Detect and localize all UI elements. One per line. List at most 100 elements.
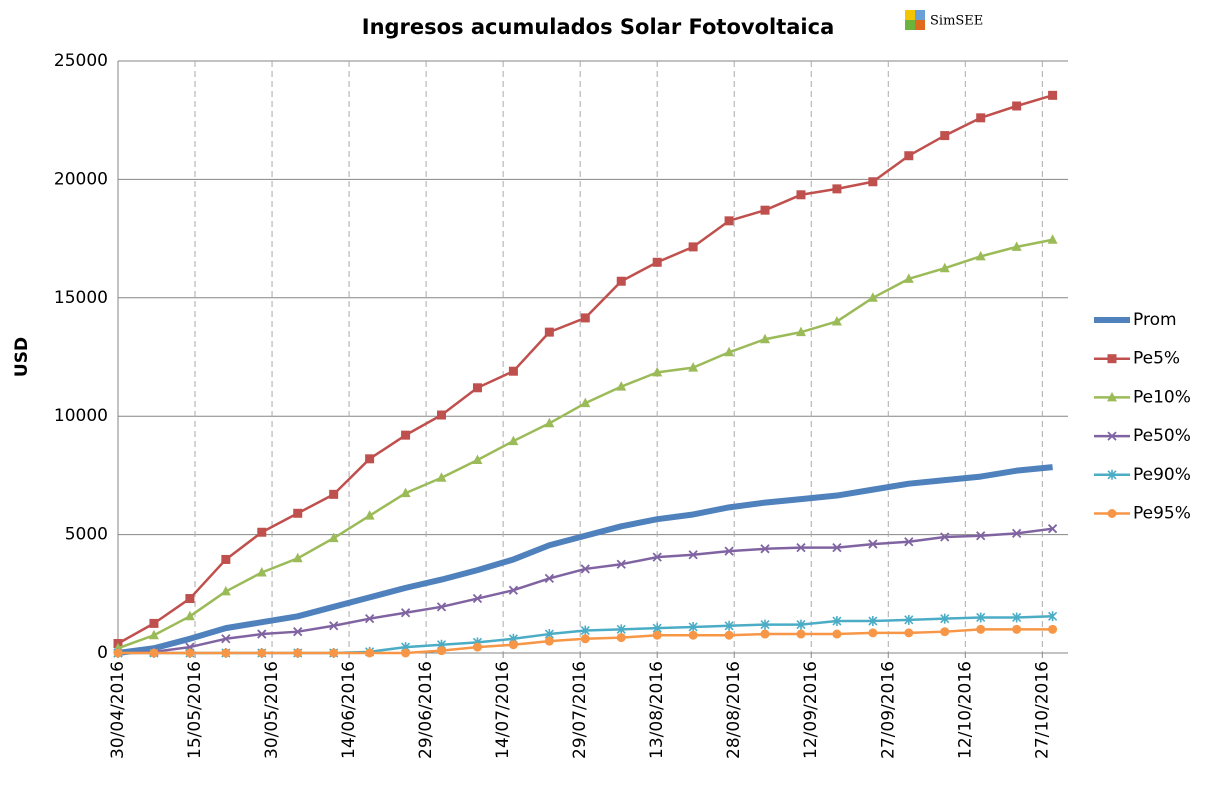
marker bbox=[868, 616, 878, 627]
marker bbox=[1048, 90, 1058, 100]
marker bbox=[544, 636, 554, 646]
marker bbox=[329, 648, 339, 658]
marker bbox=[724, 546, 734, 556]
legend-label: Pe95% bbox=[1133, 504, 1191, 524]
marker bbox=[652, 257, 662, 267]
marker bbox=[940, 627, 950, 637]
marker bbox=[760, 629, 770, 639]
y-tick-label: 0 bbox=[97, 643, 108, 663]
logo-icon bbox=[905, 10, 925, 30]
x-tick-label: 15/05/2016 bbox=[185, 661, 205, 759]
marker bbox=[688, 621, 698, 632]
marker bbox=[975, 250, 986, 261]
marker bbox=[832, 616, 842, 627]
marker bbox=[652, 366, 663, 377]
marker bbox=[580, 397, 591, 408]
y-tick-label: 15000 bbox=[54, 288, 108, 308]
x-tick-label: 29/06/2016 bbox=[416, 661, 436, 759]
marker bbox=[257, 527, 267, 537]
legend-label: Pe10% bbox=[1133, 387, 1191, 407]
marker bbox=[221, 634, 231, 644]
marker bbox=[832, 542, 842, 553]
y-tick-label: 25000 bbox=[54, 51, 108, 71]
marker bbox=[437, 646, 447, 656]
marker bbox=[149, 648, 159, 658]
marker bbox=[472, 642, 482, 652]
marker bbox=[940, 131, 950, 141]
marker bbox=[868, 628, 878, 638]
marker bbox=[508, 640, 518, 650]
marker bbox=[1011, 241, 1022, 251]
x-tick-label: 27/09/2016 bbox=[878, 661, 898, 759]
marker bbox=[724, 216, 734, 226]
marker bbox=[185, 648, 195, 658]
marker bbox=[508, 366, 518, 376]
marker bbox=[868, 177, 878, 187]
marker bbox=[1107, 509, 1117, 518]
x-tick-label: 30/04/2016 bbox=[108, 661, 128, 759]
series-line bbox=[117, 94, 1053, 645]
marker bbox=[580, 625, 590, 636]
legend-label: Pe90% bbox=[1133, 465, 1191, 485]
marker bbox=[616, 624, 626, 635]
marker bbox=[940, 532, 950, 542]
marker bbox=[329, 489, 339, 499]
marker bbox=[544, 327, 554, 337]
marker bbox=[472, 383, 482, 393]
x-tick-label: 30/05/2016 bbox=[262, 661, 282, 759]
legend-label: Prom bbox=[1133, 310, 1177, 330]
marker bbox=[257, 648, 267, 658]
marker bbox=[904, 537, 914, 547]
marker bbox=[760, 544, 770, 554]
legend-label: Pe5% bbox=[1133, 349, 1180, 369]
marker bbox=[365, 648, 375, 658]
marker bbox=[293, 627, 303, 637]
marker bbox=[904, 628, 914, 638]
marker bbox=[724, 620, 734, 631]
marker bbox=[867, 292, 878, 302]
marker bbox=[688, 630, 698, 640]
chart-title: Ingresos acumulados Solar Fotovoltaica bbox=[362, 15, 835, 39]
marker bbox=[688, 242, 698, 252]
marker bbox=[436, 472, 447, 482]
x-tick-label: 14/06/2016 bbox=[339, 661, 359, 759]
marker bbox=[1047, 234, 1058, 244]
y-tick-label: 10000 bbox=[54, 406, 108, 426]
marker bbox=[401, 430, 411, 440]
marker bbox=[1012, 101, 1022, 111]
marker bbox=[796, 542, 806, 553]
marker bbox=[940, 613, 950, 624]
marker bbox=[221, 648, 231, 658]
series-line bbox=[117, 238, 1053, 650]
marker bbox=[1107, 354, 1117, 364]
y-tick-label: 20000 bbox=[54, 169, 108, 189]
marker bbox=[580, 634, 590, 644]
marker bbox=[293, 648, 303, 658]
marker bbox=[293, 508, 303, 518]
marker bbox=[795, 326, 806, 337]
marker bbox=[257, 629, 267, 639]
marker bbox=[652, 630, 662, 640]
marker bbox=[976, 624, 986, 634]
marker bbox=[401, 648, 411, 658]
marker bbox=[580, 564, 590, 574]
marker bbox=[185, 594, 195, 604]
marker bbox=[1107, 391, 1117, 402]
marker bbox=[616, 633, 626, 643]
series-line bbox=[117, 464, 1053, 656]
marker bbox=[256, 566, 267, 577]
marker bbox=[903, 273, 914, 283]
marker bbox=[437, 410, 447, 420]
marker bbox=[329, 621, 339, 631]
marker bbox=[976, 113, 986, 123]
marker bbox=[796, 190, 806, 200]
marker bbox=[616, 276, 626, 286]
marker bbox=[1047, 524, 1058, 534]
marker bbox=[220, 585, 231, 596]
marker bbox=[832, 629, 842, 639]
marker bbox=[868, 539, 878, 549]
x-tick-label: 13/08/2016 bbox=[647, 661, 667, 759]
marker bbox=[760, 205, 770, 215]
marker bbox=[760, 333, 771, 344]
